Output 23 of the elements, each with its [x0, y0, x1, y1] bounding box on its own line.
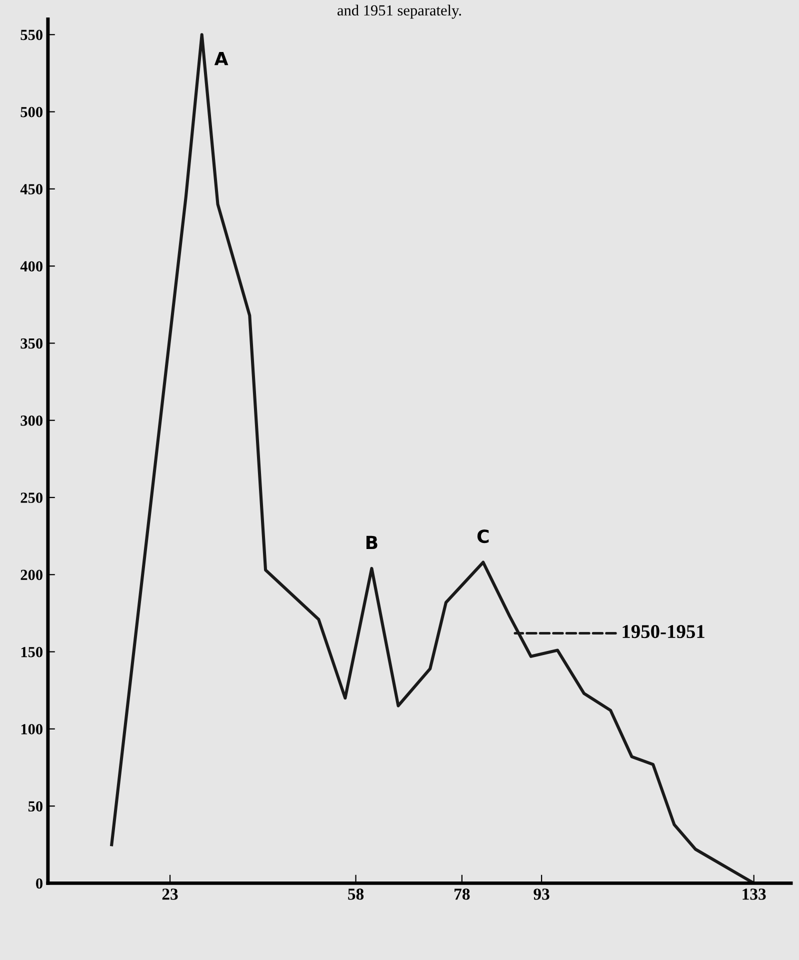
y-tick-label: 550 [20, 30, 42, 40]
y-tick-label: 0 [36, 878, 42, 889]
y-tick-label: 100 [21, 724, 42, 734]
y-tick-label: 300 [20, 415, 42, 426]
annotation: 1950-1951 [622, 625, 704, 638]
x-tick-label: 78 [454, 888, 470, 900]
annotation: A [214, 52, 228, 66]
x-tick-label: 23 [162, 888, 178, 900]
x-tick-label: 133 [742, 888, 766, 900]
text: and 1951 separately. [338, 4, 461, 19]
annotation: C [477, 529, 489, 544]
x-tick-label: 58 [348, 888, 364, 900]
y-tick-label: 350 [20, 338, 42, 349]
line-series [110, 33, 756, 884]
y-tick-label: 450 [20, 184, 42, 194]
y-tick-label: 200 [20, 570, 42, 580]
y-tick-label: 50 [28, 801, 42, 812]
y-tick-label: 250 [20, 492, 42, 503]
annotation: B [366, 536, 378, 550]
y-tick-label: 400 [20, 261, 42, 272]
x-tick-label: 93 [534, 888, 550, 900]
y-tick-label: 500 [20, 106, 42, 118]
y-tick-label: 150 [21, 646, 42, 658]
